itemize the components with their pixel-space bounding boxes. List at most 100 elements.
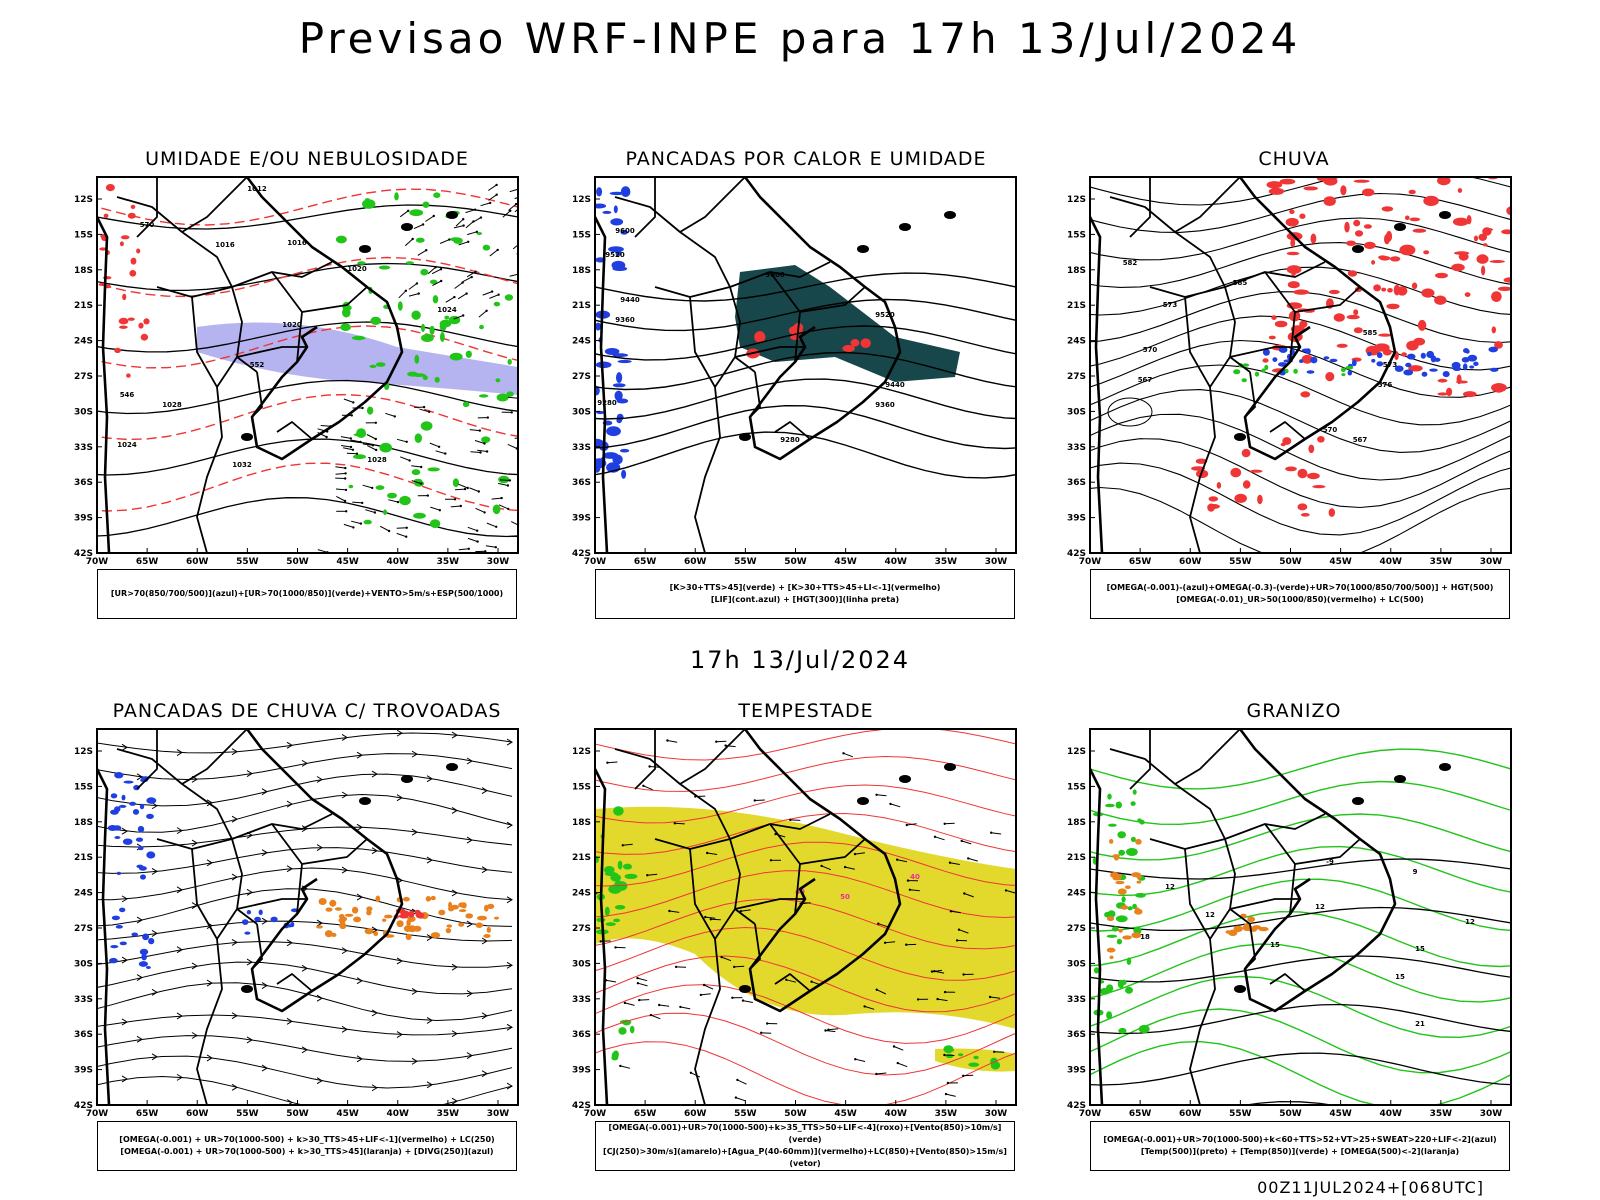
contour-label: 40 bbox=[910, 873, 920, 881]
red-rain-area bbox=[1312, 485, 1326, 489]
lake-icon bbox=[1439, 211, 1451, 219]
contour-label: 1020 bbox=[282, 321, 302, 329]
wind-vector bbox=[435, 450, 446, 455]
red-rain-area bbox=[1293, 289, 1309, 295]
wind-vector-head bbox=[500, 496, 503, 500]
lc850-contour bbox=[595, 926, 1016, 981]
wind-vector bbox=[453, 225, 464, 229]
green-temp-area bbox=[1132, 789, 1137, 795]
contour-label: 9 bbox=[1413, 868, 1418, 876]
flow-arrow bbox=[121, 827, 128, 835]
wind-vector bbox=[454, 282, 463, 289]
contour-label: 570 bbox=[140, 221, 155, 229]
green-humidity-area bbox=[340, 323, 351, 331]
flow-arrow bbox=[191, 1032, 198, 1039]
flow-arrow bbox=[136, 773, 143, 781]
red-rain-area bbox=[1301, 354, 1313, 364]
green-humidity-area bbox=[413, 512, 426, 519]
green-wind-area bbox=[617, 860, 623, 870]
wind-vector-head bbox=[349, 437, 352, 440]
lon-tick-label: 45W bbox=[834, 557, 857, 567]
red-rain-area bbox=[1279, 178, 1296, 185]
flow-arrow bbox=[481, 937, 488, 945]
green-humidity-area bbox=[506, 391, 514, 397]
green-humidity-area bbox=[452, 478, 459, 488]
wind-vector bbox=[742, 1000, 753, 1003]
orange-omega-area bbox=[1135, 838, 1142, 845]
orange-omega-area bbox=[1125, 885, 1131, 889]
hgt500-contour bbox=[1090, 462, 1511, 536]
wind-vector bbox=[964, 893, 974, 898]
flow-arrow bbox=[191, 962, 198, 970]
lake-icon bbox=[446, 211, 458, 219]
red-rain-area bbox=[1308, 444, 1315, 454]
red-dot bbox=[130, 204, 136, 209]
orange-omega-area bbox=[1225, 930, 1231, 934]
contour-label: 21 bbox=[1415, 1020, 1425, 1028]
blue-omega-dot bbox=[1301, 348, 1310, 353]
wind-vector-head bbox=[352, 401, 355, 404]
wind-vector-head bbox=[668, 909, 671, 913]
red-rain-area bbox=[1285, 217, 1299, 227]
wind-vector bbox=[385, 412, 395, 417]
wind-vector-head bbox=[760, 1031, 763, 1034]
wind-vector bbox=[467, 537, 478, 543]
blue-omega-dot bbox=[1488, 346, 1498, 353]
orange-storm-area bbox=[331, 932, 337, 937]
streamline bbox=[97, 1014, 513, 1036]
red-rain-area bbox=[1191, 466, 1206, 471]
green-humidity-area bbox=[422, 201, 430, 208]
panel-5-legend: [OMEGA(-0.001)+UR>70(1000-500)+k>35_TTS>… bbox=[595, 1121, 1015, 1171]
hgt300-contour bbox=[595, 298, 1016, 332]
orange-omega-area bbox=[1247, 916, 1256, 923]
green-humidity-area bbox=[432, 295, 439, 304]
flow-arrow bbox=[261, 982, 268, 989]
green-omega-dot bbox=[1284, 368, 1289, 374]
legend-line: [UR>70(850/700/500)](azul)+[UR>70(1000/8… bbox=[110, 589, 504, 598]
blue-omega-dot bbox=[1469, 365, 1475, 369]
red-rain-area bbox=[1297, 468, 1308, 479]
blue-lif-contour bbox=[617, 359, 632, 364]
red-dot bbox=[118, 317, 129, 325]
contour-label: 1020 bbox=[347, 265, 367, 273]
green-wind-area bbox=[945, 1053, 954, 1059]
green-wind-area bbox=[616, 881, 628, 891]
lon-tick-label: 55W bbox=[236, 557, 259, 567]
blue-divergence-dot bbox=[254, 916, 261, 922]
blue-lif-contour bbox=[609, 191, 625, 196]
green-humidity-area bbox=[439, 319, 452, 328]
wind-vector bbox=[343, 398, 354, 403]
green-humidity-area bbox=[379, 442, 393, 453]
flow-arrow bbox=[396, 957, 403, 965]
wind-vector bbox=[878, 923, 888, 928]
wind-vector-head bbox=[351, 448, 355, 451]
lake-icon bbox=[739, 433, 751, 441]
green-temp-area bbox=[1127, 906, 1133, 911]
wind-vector bbox=[735, 1097, 746, 1102]
wind-vector bbox=[432, 280, 442, 287]
lat-tick-label: 36S bbox=[74, 478, 93, 488]
wind-vector-head bbox=[908, 888, 912, 891]
red-rain-area bbox=[1287, 281, 1300, 289]
map-tempestade: 40504012S15S18S21S24S27S30S33S36S39S42S7… bbox=[572, 728, 1017, 1119]
lon-tick-label: 65W bbox=[634, 1109, 657, 1119]
flow-arrow bbox=[426, 775, 433, 783]
wind-vector bbox=[828, 1028, 839, 1031]
blue-divergence-dot bbox=[241, 919, 249, 925]
green-humidity-area bbox=[365, 198, 370, 202]
lon-tick-label: 55W bbox=[1229, 1109, 1252, 1119]
orange-storm-area bbox=[458, 902, 466, 908]
wind-vector bbox=[396, 438, 407, 443]
pressure-contour bbox=[97, 379, 518, 415]
green-humidity-area bbox=[378, 265, 391, 270]
wind-vector-head bbox=[510, 411, 513, 414]
wind-vector-head bbox=[420, 465, 423, 469]
orange-storm-area bbox=[408, 925, 417, 933]
wind-vector bbox=[470, 451, 481, 453]
contour-label: 546 bbox=[120, 391, 135, 399]
wind-vector bbox=[790, 819, 801, 821]
wind-vector-head bbox=[371, 486, 374, 490]
red-rain-area bbox=[1373, 284, 1381, 292]
wind-vector-head bbox=[496, 248, 499, 252]
flow-arrow bbox=[231, 748, 238, 756]
